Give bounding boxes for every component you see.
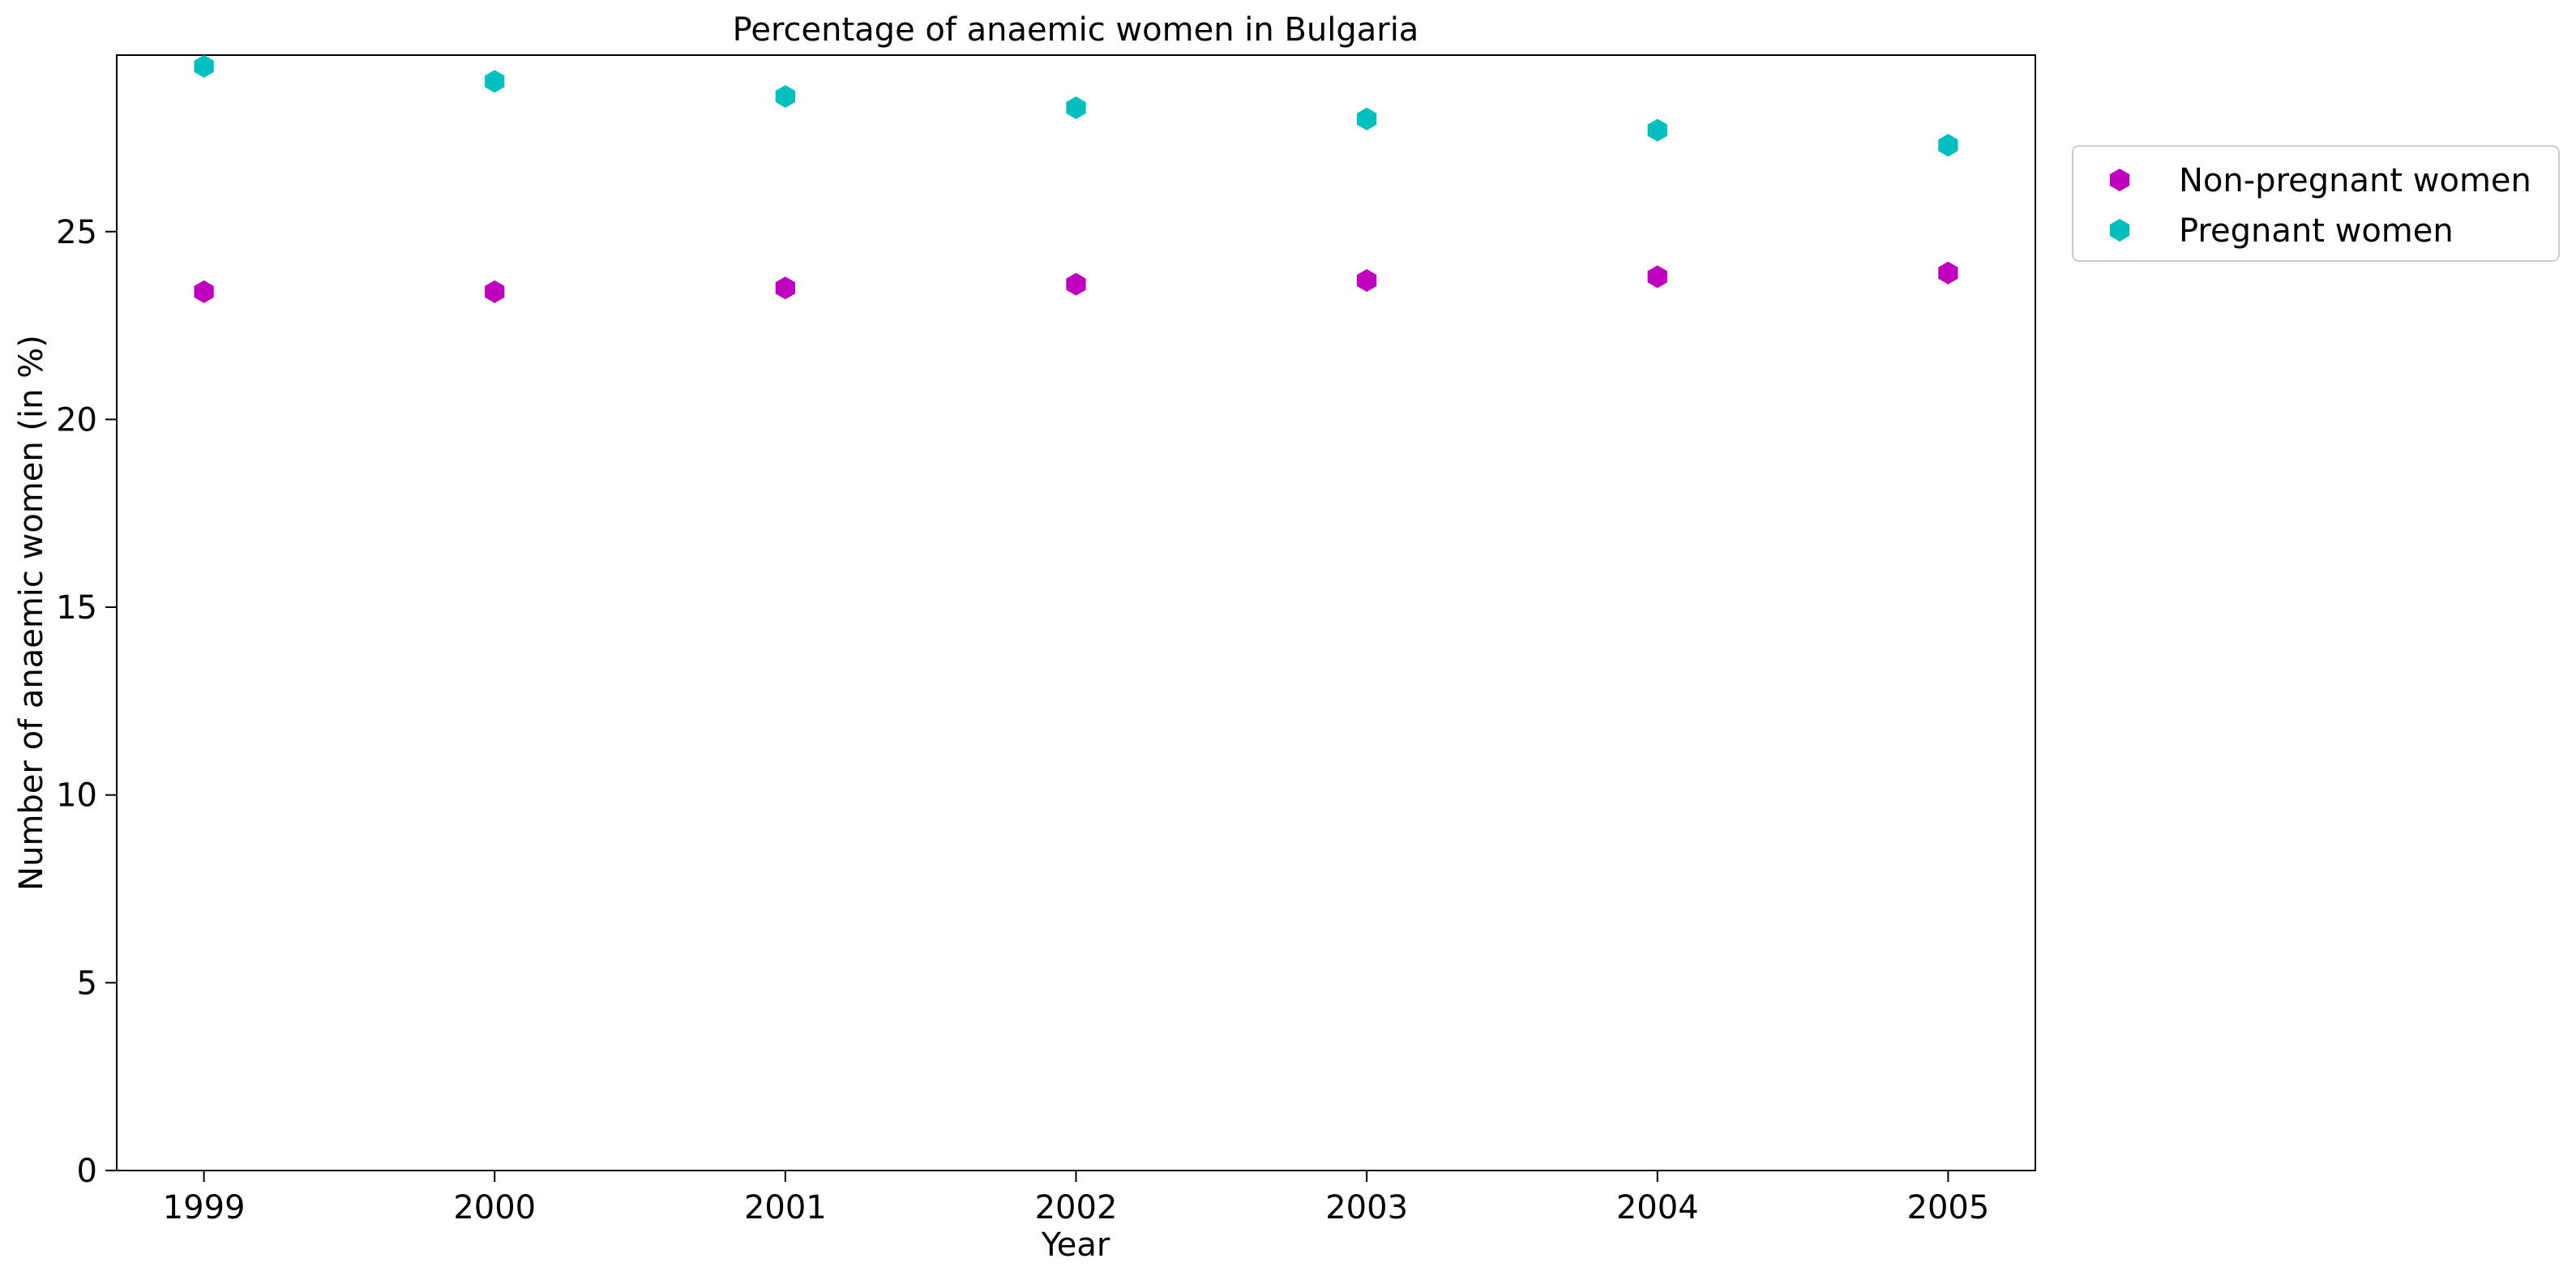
legend-label-series-2: Pregnant women — [2179, 212, 2454, 250]
data-point-series-2 — [1357, 107, 1377, 131]
data-point-series-1 — [1647, 265, 1667, 289]
chart-title: Percentage of anaemic women in Bulgaria — [733, 11, 1419, 49]
data-point-series-1 — [1938, 261, 1958, 285]
y-tick-label: 15 — [56, 589, 97, 627]
x-tick-label: 2000 — [453, 1189, 536, 1226]
y-axis-label: Number of anaemic women (in %) — [13, 335, 50, 891]
data-points — [194, 54, 1958, 303]
y-tick-label: 20 — [56, 401, 97, 439]
data-point-series-2 — [1938, 134, 1958, 157]
legend-marker-series-1 — [2109, 169, 2130, 191]
legend-box — [2072, 145, 2560, 262]
x-tick-label: 1999 — [163, 1189, 246, 1226]
y-tick-label: 10 — [56, 777, 97, 815]
x-tick-label: 2004 — [1616, 1189, 1699, 1226]
x-tick-label: 2002 — [1035, 1189, 1118, 1226]
legend: Non-pregnant women Pregnant women — [2072, 145, 2560, 262]
data-point-series-2 — [1066, 96, 1086, 119]
data-point-series-2 — [775, 84, 795, 108]
x-tick-label: 2005 — [1907, 1189, 1990, 1226]
legend-label-series-1: Non-pregnant women — [2179, 162, 2531, 199]
legend-marker-series-2 — [2109, 219, 2130, 242]
data-point-series-1 — [1357, 268, 1377, 292]
x-tick-label: 2003 — [1325, 1189, 1408, 1226]
x-axis: 1999 2000 2001 2002 2003 2004 2005 — [163, 1171, 1990, 1226]
data-point-series-2 — [194, 54, 214, 78]
data-point-series-1 — [1066, 272, 1086, 296]
y-tick-label: 0 — [77, 1153, 97, 1190]
x-axis-label: Year — [1041, 1226, 1110, 1264]
y-axis: 0 5 10 15 20 25 — [56, 214, 117, 1190]
x-tick-label: 2001 — [744, 1189, 827, 1226]
data-point-series-1 — [194, 280, 214, 303]
y-tick-label: 5 — [77, 965, 97, 1002]
data-point-series-1 — [775, 276, 795, 300]
data-point-series-1 — [485, 280, 505, 303]
plot-area-frame — [116, 54, 2036, 1171]
data-point-series-2 — [485, 70, 505, 93]
y-tick-label: 25 — [56, 214, 97, 251]
data-point-series-2 — [1647, 118, 1667, 142]
